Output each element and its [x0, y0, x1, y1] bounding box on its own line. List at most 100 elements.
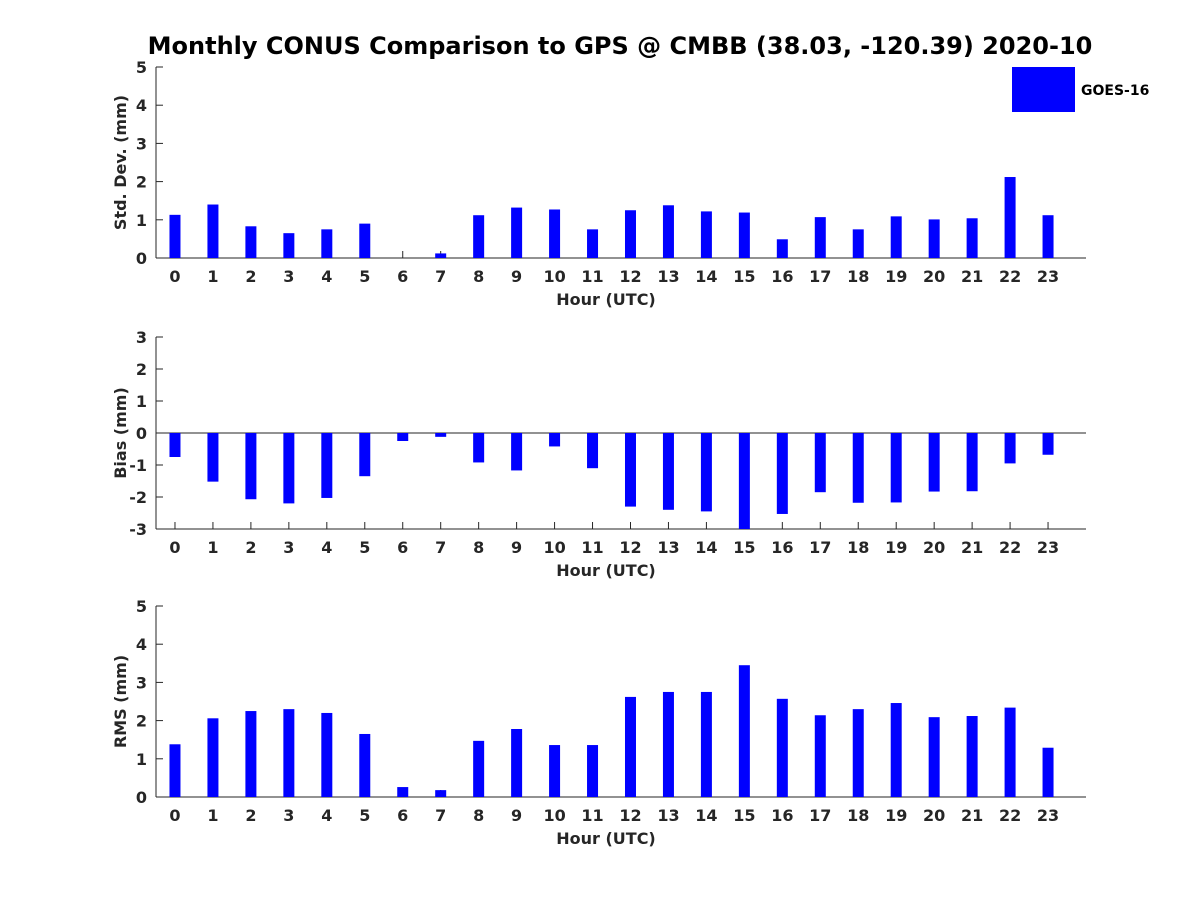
- rms-bar: [397, 787, 409, 797]
- bias-bar: [852, 433, 864, 503]
- bias-y-tick-label: -2: [129, 488, 147, 507]
- bias-bar: [245, 433, 257, 500]
- std-dev-bar: [928, 219, 940, 258]
- bias-y-tick-label: -3: [129, 520, 147, 539]
- rms-y-label: RMS (mm): [111, 655, 130, 748]
- rms-x-tick-label: 12: [619, 806, 641, 825]
- rms-bar: [549, 745, 561, 797]
- rms-bar: [890, 703, 902, 797]
- bias-x-tick-label: 22: [999, 538, 1021, 557]
- std-dev-bar: [966, 218, 978, 258]
- rms-x-tick-label: 16: [771, 806, 793, 825]
- chart-title: Monthly CONUS Comparison to GPS @ CMBB (…: [148, 32, 1093, 60]
- bias-bar: [549, 433, 561, 447]
- std-dev-x-tick-label: 3: [283, 267, 294, 286]
- rms-y-tick-label: 5: [136, 597, 147, 616]
- rms-bar: [852, 709, 864, 797]
- bias-bar: [283, 433, 295, 504]
- std-dev-x-tick-label: 17: [809, 267, 831, 286]
- std-dev-x-tick-label: 12: [619, 267, 641, 286]
- bias-x-tick-label: 13: [657, 538, 679, 557]
- bias-x-tick-label: 0: [169, 538, 180, 557]
- std-dev-y-tick-label: 3: [136, 134, 147, 153]
- bias-x-tick-label: 6: [397, 538, 408, 557]
- std-dev-bar: [852, 229, 864, 258]
- rms-x-label: Hour (UTC): [556, 829, 656, 848]
- rms-y-tick-label: 3: [136, 673, 147, 692]
- legend-swatch: [1012, 67, 1075, 112]
- bias-x-tick-label: 19: [885, 538, 907, 557]
- std-dev-bar: [814, 217, 826, 258]
- rms-bar: [700, 691, 712, 797]
- bias-x-tick-label: 23: [1037, 538, 1059, 557]
- bias-x-tick-label: 3: [283, 538, 294, 557]
- std-dev-x-label: Hour (UTC): [556, 290, 656, 309]
- std-dev-x-tick-label: 11: [581, 267, 603, 286]
- std-dev-bar: [587, 229, 599, 258]
- rms-bar: [359, 733, 371, 797]
- std-dev-bar: [511, 207, 523, 258]
- rms-x-tick-label: 9: [511, 806, 522, 825]
- rms-x-tick-label: 20: [923, 806, 945, 825]
- rms-x-tick-label: 1: [207, 806, 218, 825]
- std-dev-x-tick-label: 14: [695, 267, 717, 286]
- rms-x-tick-label: 11: [581, 806, 603, 825]
- bias-x-tick-label: 1: [207, 538, 218, 557]
- rms-bar: [473, 740, 485, 797]
- rms-x-tick-label: 19: [885, 806, 907, 825]
- bias-x-tick-label: 2: [245, 538, 256, 557]
- bias-y-tick-label: 2: [136, 360, 147, 379]
- rms-bar: [587, 745, 599, 797]
- std-dev-x-tick-label: 21: [961, 267, 983, 286]
- rms-bar: [776, 698, 788, 797]
- rms-bar: [1042, 747, 1054, 797]
- std-dev-y-tick-label: 5: [136, 58, 147, 77]
- rms-x-tick-label: 18: [847, 806, 869, 825]
- std-dev-bar: [283, 233, 295, 258]
- rms-y-tick-label: 4: [136, 635, 147, 654]
- bias-y-label: Bias (mm): [111, 387, 130, 479]
- rms-x-tick-label: 3: [283, 806, 294, 825]
- rms-bar: [662, 691, 674, 797]
- rms-x-tick-label: 10: [543, 806, 565, 825]
- std-dev-x-tick-label: 15: [733, 267, 755, 286]
- rms-bar: [435, 790, 447, 797]
- bias-bar: [700, 433, 712, 512]
- std-dev-bar: [435, 253, 447, 258]
- std-dev-x-tick-label: 10: [543, 267, 565, 286]
- rms-bar: [624, 696, 636, 797]
- std-dev-bar: [624, 210, 636, 258]
- bias-bar: [966, 433, 978, 492]
- bias-bar: [624, 433, 636, 507]
- std-dev-y-tick-label: 2: [136, 173, 147, 192]
- std-dev-x-tick-label: 1: [207, 267, 218, 286]
- bias-bar: [928, 433, 940, 492]
- std-dev-x-tick-label: 5: [359, 267, 370, 286]
- std-dev-x-tick-label: 6: [397, 267, 408, 286]
- std-dev-x-tick-label: 7: [435, 267, 446, 286]
- std-dev-bar: [359, 223, 371, 258]
- std-dev-x-tick-label: 22: [999, 267, 1021, 286]
- std-dev-x-tick-label: 19: [885, 267, 907, 286]
- rms-bar: [245, 711, 257, 797]
- rms-x-tick-label: 21: [961, 806, 983, 825]
- std-dev-bar: [473, 215, 485, 258]
- rms-x-tick-label: 8: [473, 806, 484, 825]
- bias-bar: [776, 433, 788, 514]
- std-dev-x-tick-label: 8: [473, 267, 484, 286]
- bias-x-tick-label: 17: [809, 538, 831, 557]
- bias-bar: [587, 433, 599, 469]
- std-dev-y-tick-label: 4: [136, 96, 147, 115]
- bias-x-tick-label: 16: [771, 538, 793, 557]
- rms-x-tick-label: 2: [245, 806, 256, 825]
- rms-y-tick-label: 0: [136, 788, 147, 807]
- bias-bar: [1042, 433, 1054, 455]
- std-dev-y-label: Std. Dev. (mm): [111, 95, 130, 230]
- std-dev-x-tick-label: 2: [245, 267, 256, 286]
- std-dev-bar: [245, 226, 257, 258]
- std-dev-x-tick-label: 18: [847, 267, 869, 286]
- rms-bar: [1004, 707, 1016, 797]
- bias-x-tick-label: 21: [961, 538, 983, 557]
